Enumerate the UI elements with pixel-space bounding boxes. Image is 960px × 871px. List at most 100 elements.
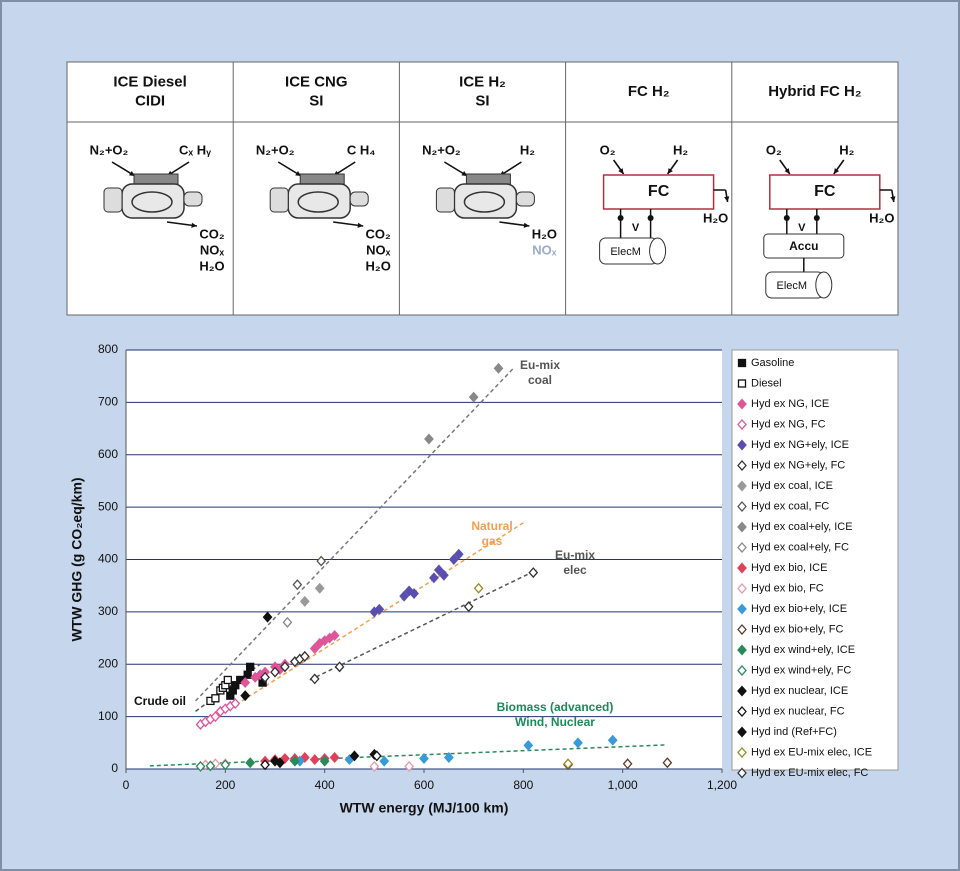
- input-label: H₂: [673, 142, 688, 157]
- marker: [438, 569, 449, 581]
- y-axis-label: WTW GHG (g CO₂eq/km): [69, 477, 85, 641]
- arrow-head: [667, 168, 673, 174]
- marker: [280, 661, 290, 673]
- marker: [319, 755, 330, 767]
- component-label: V: [798, 222, 806, 234]
- input-label: H₂: [520, 142, 535, 157]
- input-label: O₂: [766, 142, 782, 157]
- marker: [448, 554, 459, 565]
- y-tick-label: 600: [98, 447, 118, 461]
- marker: [231, 681, 240, 690]
- column-title: ICE CNG: [285, 73, 348, 90]
- marker: [240, 677, 251, 689]
- arrow-head: [833, 168, 840, 174]
- marker: [399, 590, 410, 602]
- legend-marker: [737, 685, 747, 697]
- marker: [245, 757, 256, 769]
- fc-box: [602, 174, 715, 210]
- marker: [409, 588, 419, 600]
- component-label: ElecM: [777, 280, 808, 292]
- component-label: Accu: [789, 239, 818, 253]
- engine-pulley: [103, 187, 123, 213]
- output-label: H₂O: [366, 258, 391, 273]
- output-label: H₂O: [199, 258, 224, 273]
- legend-label: Hyd ex nuclear, FC: [751, 705, 845, 717]
- legend-marker: [737, 603, 747, 615]
- arrow-head: [784, 168, 790, 174]
- legend-label: Hyd ex wind+ely, FC: [751, 664, 851, 676]
- marker: [329, 751, 340, 763]
- legend-marker: [737, 501, 747, 512]
- marker: [240, 690, 251, 702]
- arrow-head: [890, 196, 896, 202]
- marker: [220, 759, 231, 771]
- fc-label: FC: [648, 183, 670, 200]
- marker: [316, 555, 327, 567]
- marker: [246, 662, 255, 672]
- marker: [282, 616, 293, 628]
- legend-label: Gasoline: [751, 357, 794, 369]
- trendline-label: Wind, Nuclear: [515, 715, 595, 729]
- legend-marker: [737, 562, 747, 574]
- marker: [230, 698, 241, 710]
- engine-crank: [131, 191, 173, 213]
- legend-label: Hyd ex NG+ely, ICE: [751, 439, 849, 451]
- y-tick-label: 100: [98, 709, 118, 723]
- legend-marker: [737, 480, 747, 492]
- trendline: [149, 744, 666, 767]
- marker: [205, 760, 216, 772]
- engine-pulley: [269, 187, 289, 213]
- column-title: CIDI: [135, 92, 165, 109]
- legend-marker: [737, 583, 747, 594]
- engine-top: [133, 173, 179, 185]
- column-title: Hybrid FC H₂: [768, 83, 861, 100]
- marker: [404, 760, 414, 772]
- marker: [211, 694, 220, 703]
- engine-out: [183, 191, 203, 207]
- legend-label: Hyd ex NG, FC: [751, 418, 826, 430]
- marker: [622, 758, 633, 770]
- input-label: N₂+O₂: [422, 142, 461, 157]
- marker: [262, 611, 273, 623]
- arrow-head: [724, 196, 730, 202]
- engine-top: [299, 173, 345, 185]
- y-tick-label: 700: [98, 395, 118, 409]
- marker: [329, 629, 340, 641]
- marker: [299, 595, 310, 607]
- engine-block: [121, 183, 185, 219]
- terminal: [783, 215, 790, 221]
- x-tick-label: 0: [123, 778, 130, 792]
- legend-label: Hyd ex bio+ely, ICE: [751, 603, 847, 615]
- legend-marker: [737, 624, 747, 635]
- legend-label: Hyd ex coal, ICE: [751, 480, 833, 492]
- trendline-label: Crude oil: [134, 694, 186, 708]
- engine-out: [515, 191, 535, 207]
- legend-label: Hyd ex NG, ICE: [751, 398, 829, 410]
- marker: [463, 601, 474, 613]
- marker: [662, 757, 673, 769]
- terminal: [647, 215, 654, 221]
- x-tick-label: 800: [513, 778, 533, 792]
- trendline-label: elec: [563, 563, 587, 577]
- x-axis-label: WTW energy (MJ/100 km): [340, 800, 509, 816]
- input-label: N₂+O₂: [90, 142, 129, 157]
- marker: [223, 675, 232, 685]
- marker: [434, 564, 444, 576]
- trendline: [200, 522, 524, 728]
- legend-marker: [737, 726, 747, 738]
- marker: [260, 671, 270, 683]
- trendline-label: Eu-mix: [520, 358, 560, 372]
- legend-label: Hyd ex nuclear, ICE: [751, 685, 848, 697]
- output-label: NOₓ: [200, 242, 225, 257]
- marker: [528, 567, 539, 579]
- marker: [309, 643, 320, 655]
- fc-box: [769, 174, 881, 210]
- output-label: CO₂: [199, 226, 225, 241]
- marker: [195, 760, 206, 772]
- legend-label: Hyd ex EU-mix elec, ICE: [751, 746, 872, 758]
- legend-marker: [737, 706, 747, 717]
- motor-end: [815, 271, 833, 299]
- marker: [473, 582, 484, 594]
- marker: [573, 737, 583, 749]
- engine-crank: [297, 191, 339, 213]
